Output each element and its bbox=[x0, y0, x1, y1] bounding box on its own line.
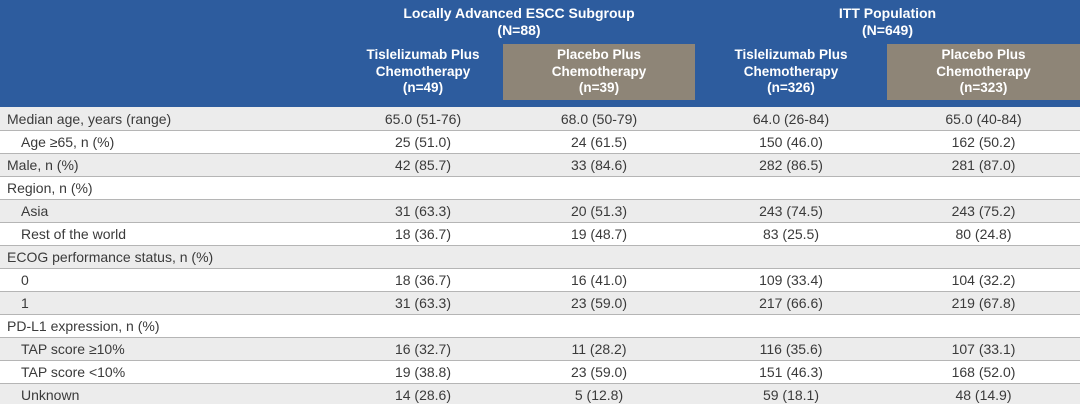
cell-value: 19 (38.8) bbox=[394, 364, 452, 380]
arm-n: (n=323) bbox=[959, 80, 1008, 96]
arm-line1: Tislelizumab Plus bbox=[366, 47, 480, 63]
cell-value: 109 (33.4) bbox=[759, 272, 823, 288]
row-label: ECOG performance status, n (%) bbox=[7, 249, 214, 265]
table-row-ecog-0: 0 18 (36.7) 16 (41.0) 109 (33.4) 104 (32… bbox=[0, 268, 1080, 291]
arm-line1: Placebo Plus bbox=[941, 47, 1026, 63]
cell-value: 116 (35.6) bbox=[759, 341, 823, 357]
cell-value: 48 (14.9) bbox=[955, 387, 1012, 403]
cell-value: 104 (32.2) bbox=[951, 272, 1016, 288]
cell-value: 24 (61.5) bbox=[570, 134, 628, 150]
cell-value: 19 (48.7) bbox=[570, 226, 628, 242]
row-label: Age ≥65, n (%) bbox=[21, 134, 115, 150]
table-row-tap-lt10: TAP score <10% 19 (38.8) 23 (59.0) 151 (… bbox=[0, 360, 1080, 383]
cell-value: 281 (87.0) bbox=[951, 157, 1016, 173]
cell-value: 23 (59.0) bbox=[570, 295, 628, 311]
cell-value: 68.0 (50-79) bbox=[560, 110, 638, 127]
cell-value: 65.0 (40-84) bbox=[945, 110, 1022, 127]
cell-value: 14 (28.6) bbox=[394, 387, 452, 403]
row-label: Median age, years (range) bbox=[7, 110, 172, 127]
cell-value: 150 (46.0) bbox=[759, 134, 823, 150]
arm-line1: Tislelizumab Plus bbox=[734, 47, 848, 63]
cell-value: 282 (86.5) bbox=[759, 157, 823, 173]
row-label: 0 bbox=[21, 272, 29, 288]
table-row-region-section: Region, n (%) bbox=[0, 176, 1080, 199]
arm-n: (n=326) bbox=[767, 80, 815, 96]
arm-n: (n=49) bbox=[402, 80, 444, 96]
header-banner-row: Locally Advanced ESCC Subgroup (N=88) IT… bbox=[0, 0, 1080, 44]
cell-value: 25 (51.0) bbox=[394, 134, 452, 150]
arm-tislelizumab-escc: Tislelizumab Plus Chemotherapy (n=49) bbox=[343, 44, 503, 100]
arm-placebo-escc: Placebo Plus Chemotherapy (n=39) bbox=[503, 44, 695, 100]
arm-line2: Chemotherapy bbox=[936, 63, 1031, 79]
cell-value: 18 (36.7) bbox=[394, 272, 452, 288]
row-label: Region, n (%) bbox=[7, 180, 93, 196]
table-row-asia: Asia 31 (63.3) 20 (51.3) 243 (74.5) 243 … bbox=[0, 199, 1080, 222]
banner-escc-n: (N=88) bbox=[497, 22, 541, 38]
table-row-tap-unknown: Unknown 14 (28.6) 5 (12.8) 59 (18.1) 48 … bbox=[0, 383, 1080, 404]
banner-spacer-cell bbox=[0, 0, 343, 44]
banner-escc-title: Locally Advanced ESCC Subgroup bbox=[403, 5, 635, 21]
banner-escc-subgroup: Locally Advanced ESCC Subgroup (N=88) bbox=[343, 0, 695, 44]
arm-placebo-itt: Placebo Plus Chemotherapy (n=323) bbox=[887, 44, 1080, 100]
cell-value: 243 (75.2) bbox=[951, 203, 1016, 219]
cell-value: 33 (84.6) bbox=[570, 157, 628, 173]
cell-value: 107 (33.1) bbox=[951, 341, 1016, 357]
cell-value: 18 (36.7) bbox=[394, 226, 452, 242]
cell-value: 31 (63.3) bbox=[394, 203, 452, 219]
header-bottom-rule bbox=[0, 100, 1080, 107]
cell-value: 59 (18.1) bbox=[762, 387, 820, 403]
arm-spacer-cell bbox=[0, 44, 343, 100]
arm-tislelizumab-itt: Tislelizumab Plus Chemotherapy (n=326) bbox=[695, 44, 887, 100]
table-row-ecog-1: 1 31 (63.3) 23 (59.0) 217 (66.6) 219 (67… bbox=[0, 291, 1080, 314]
banner-itt-n: (N=649) bbox=[862, 22, 913, 38]
cell-value: 168 (52.0) bbox=[951, 364, 1016, 380]
cell-value: 20 (51.3) bbox=[570, 203, 628, 219]
arm-line1: Placebo Plus bbox=[556, 47, 642, 63]
row-label: Asia bbox=[21, 203, 49, 219]
table-row-rest-of-world: Rest of the world 18 (36.7) 19 (48.7) 83… bbox=[0, 222, 1080, 245]
table-row-male: Male, n (%) 42 (85.7) 33 (84.6) 282 (86.… bbox=[0, 153, 1080, 176]
row-label: TAP score <10% bbox=[21, 364, 126, 380]
row-label: 1 bbox=[21, 295, 29, 311]
row-label: TAP score ≥10% bbox=[21, 341, 125, 357]
table-row-age-ge65: Age ≥65, n (%) 25 (51.0) 24 (61.5) 150 (… bbox=[0, 130, 1080, 153]
banner-itt-population: ITT Population (N=649) bbox=[695, 0, 1080, 44]
row-label: Rest of the world bbox=[21, 226, 127, 242]
row-label: Unknown bbox=[21, 387, 80, 403]
arm-line2: Chemotherapy bbox=[551, 63, 647, 79]
cell-value: 5 (12.8) bbox=[574, 387, 624, 403]
cell-value: 162 (50.2) bbox=[951, 134, 1016, 150]
cell-value: 243 (74.5) bbox=[759, 203, 823, 219]
cell-value: 31 (63.3) bbox=[394, 295, 452, 311]
cell-value: 64.0 (26-84) bbox=[752, 110, 830, 127]
table-row-median-age: Median age, years (range) 65.0 (51-76) 6… bbox=[0, 107, 1080, 130]
cell-value: 80 (24.8) bbox=[955, 226, 1012, 242]
row-label: Male, n (%) bbox=[7, 157, 79, 173]
cell-value: 16 (32.7) bbox=[394, 341, 452, 357]
cell-value: 219 (67.8) bbox=[951, 295, 1016, 311]
cell-value: 23 (59.0) bbox=[570, 364, 628, 380]
arm-line2: Chemotherapy bbox=[743, 63, 839, 79]
cell-value: 217 (66.6) bbox=[759, 295, 823, 311]
table-row-pdl1-section: PD-L1 expression, n (%) bbox=[0, 314, 1080, 337]
arm-line2: Chemotherapy bbox=[375, 63, 471, 79]
row-label: PD-L1 expression, n (%) bbox=[7, 318, 160, 334]
table-body: Median age, years (range) 65.0 (51-76) 6… bbox=[0, 107, 1080, 404]
cell-value: 42 (85.7) bbox=[394, 157, 452, 173]
cell-value: 11 (28.2) bbox=[571, 341, 627, 357]
table-row-tap-ge10: TAP score ≥10% 16 (32.7) 11 (28.2) 116 (… bbox=[0, 337, 1080, 360]
table-row-ecog-section: ECOG performance status, n (%) bbox=[0, 245, 1080, 268]
cell-value: 16 (41.0) bbox=[570, 272, 628, 288]
cell-value: 151 (46.3) bbox=[759, 364, 823, 380]
cell-value: 65.0 (51-76) bbox=[384, 110, 462, 127]
cell-value: 83 (25.5) bbox=[762, 226, 820, 242]
banner-itt-title: ITT Population bbox=[838, 5, 937, 21]
arm-n: (n=39) bbox=[578, 80, 620, 96]
header-arm-row: Tislelizumab Plus Chemotherapy (n=49) Pl… bbox=[0, 44, 1080, 100]
